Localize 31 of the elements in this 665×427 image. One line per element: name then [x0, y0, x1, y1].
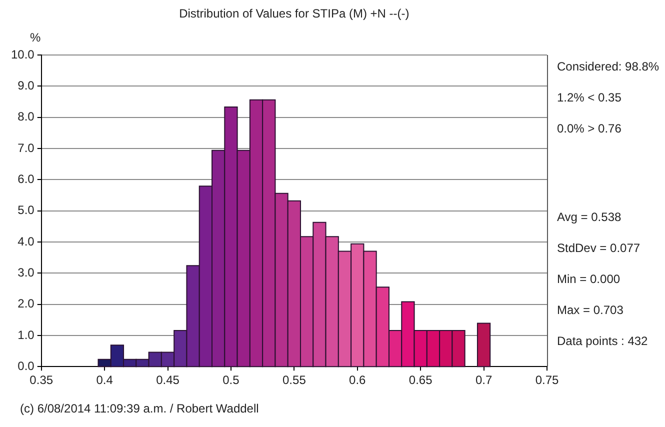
x-tick-label: 0.55 — [282, 373, 306, 388]
x-tick-label: 0.65 — [408, 373, 433, 388]
y-tick-label: 3.0 — [18, 265, 35, 280]
x-tick-label: 0.45 — [156, 373, 180, 388]
text: Avg = 0.538 — [557, 210, 622, 224]
y-tick-label: 7.0 — [18, 140, 35, 155]
text: Min = 0.000 — [557, 272, 620, 286]
x-tick-label: 0.7 — [475, 373, 492, 388]
y-tick-label: 2.0 — [18, 296, 35, 311]
text: (c) 6/08/2014 11:09:39 a.m. / Robert Waddell — [20, 401, 259, 416]
x-tick-label: 0.35 — [30, 373, 54, 388]
x-tick-label: 0.75 — [535, 373, 559, 388]
y-axis-title: % — [30, 30, 42, 44]
y-tick-label: 6.0 — [18, 172, 35, 186]
y-tick-label: 9.0 — [18, 78, 35, 92]
text: 1.2% < 0.35 — [557, 90, 622, 104]
text: Data points : 432 — [557, 334, 648, 348]
y-tick-label: 0.0 — [18, 358, 35, 373]
y-tick-label: 1.0 — [18, 328, 35, 342]
y-tick-label: 10.0 — [10, 47, 35, 62]
x-tick-label: 0.5 — [222, 373, 240, 388]
text: 0.0% > 0.76 — [557, 121, 622, 136]
y-tick-label: 4.0 — [18, 234, 35, 248]
chart-title: Distribution of Values for STIPa (M) +N --(-) — [179, 6, 410, 20]
text: StdDev = 0.077 — [557, 240, 640, 255]
text: Considered: 98.8% — [557, 59, 660, 74]
x-tick-label: 0.6 — [349, 373, 366, 388]
x-tick-label: 0.4 — [96, 373, 114, 388]
text: Max = 0.703 — [557, 302, 624, 317]
y-tick-label: 5.0 — [18, 203, 35, 218]
y-tick-label: 8.0 — [18, 110, 35, 124]
